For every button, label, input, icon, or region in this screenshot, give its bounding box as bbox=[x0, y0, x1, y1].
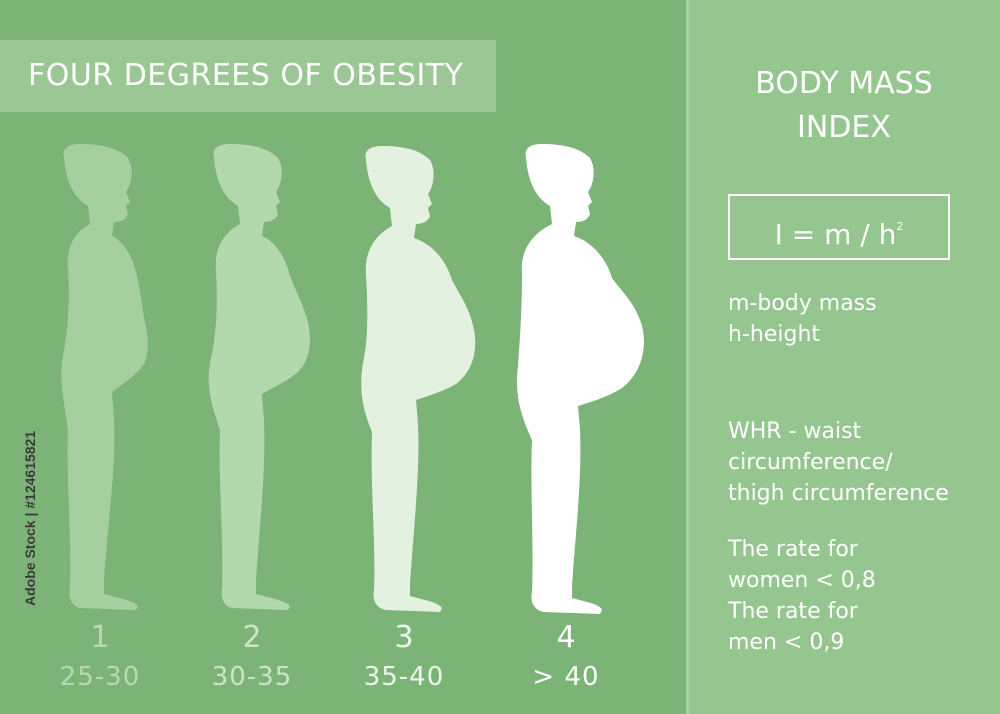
bmi-title: BODY MASS INDEX bbox=[704, 62, 984, 150]
rate-men-line2: men < 0,9 bbox=[728, 630, 845, 655]
bmi-formula-box: I = m / h2 bbox=[728, 194, 950, 260]
stock-watermark-id: Adobe Stock | #124615821 bbox=[22, 430, 38, 606]
panel-divider bbox=[686, 0, 689, 714]
figure-4-number: 4 bbox=[556, 620, 576, 655]
whr-line3: thigh circumference bbox=[728, 481, 949, 506]
figure-1-range: 25-30 bbox=[59, 662, 141, 692]
whr-line2: circumference/ bbox=[728, 450, 893, 475]
bmi-formula-exponent: 2 bbox=[896, 220, 904, 233]
figure-1-silhouette bbox=[61, 144, 148, 610]
bmi-title-line2: INDEX bbox=[797, 110, 891, 145]
rate-men-line1: The rate for bbox=[728, 599, 858, 624]
definition-mass: m-body mass bbox=[728, 291, 877, 316]
figure-4-range: > 40 bbox=[532, 662, 600, 692]
figure-2-number: 2 bbox=[242, 620, 262, 655]
bmi-formula: I = m / h bbox=[774, 218, 897, 251]
figure-3-number: 3 bbox=[394, 620, 414, 655]
right-panel bbox=[688, 0, 1000, 714]
page-title: FOUR DEGREES OF OBESITY bbox=[28, 58, 464, 93]
figure-1-number: 1 bbox=[90, 620, 110, 655]
title-band bbox=[0, 40, 496, 112]
definition-height: h-height bbox=[728, 322, 821, 347]
rate-women-line1: The rate for bbox=[728, 537, 858, 562]
figures-illustration bbox=[61, 144, 644, 614]
figure-4-silhouette bbox=[516, 144, 644, 614]
figure-3-silhouette bbox=[361, 146, 476, 612]
figure-2-range: 30-35 bbox=[211, 662, 293, 692]
bmi-title-line1: BODY MASS bbox=[755, 66, 933, 101]
rate-women-line2: women < 0,8 bbox=[728, 568, 876, 593]
whr-line1: WHR - waist bbox=[728, 419, 862, 444]
figure-3-range: 35-40 bbox=[363, 662, 445, 692]
figure-2-silhouette bbox=[208, 144, 310, 610]
